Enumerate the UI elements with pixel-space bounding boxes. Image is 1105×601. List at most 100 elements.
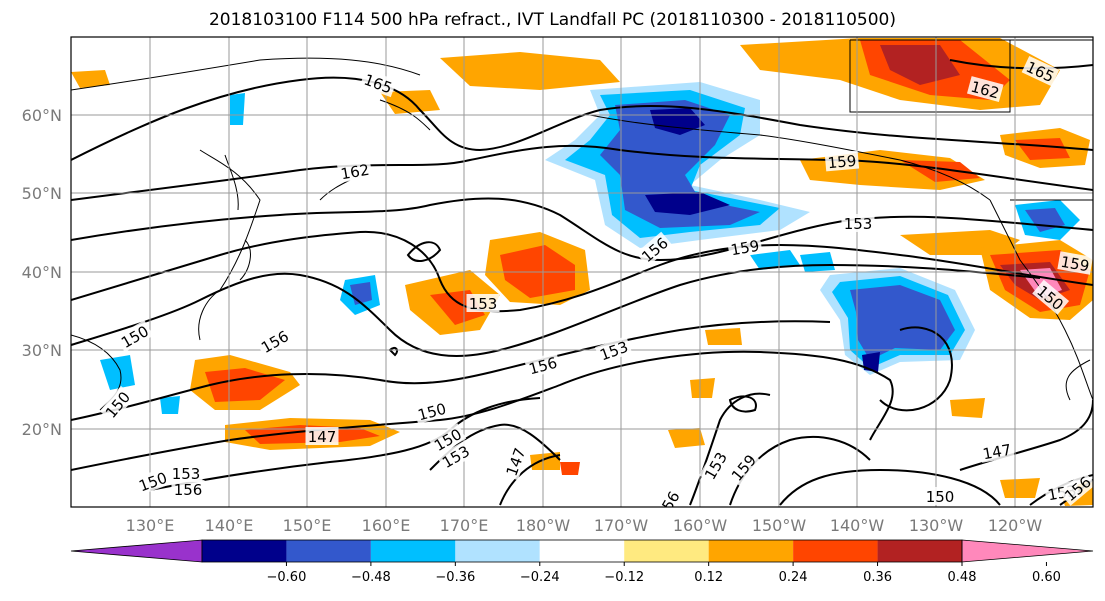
- contour-label-background: [115, 320, 154, 353]
- contour-label-background: [99, 385, 135, 423]
- colorbar-segment: [286, 540, 371, 562]
- contour-label: 147: [305, 427, 339, 446]
- contour-label-background: [824, 150, 860, 172]
- negative-anomaly-patches: [100, 82, 1080, 414]
- colorbar-tick-label: 0.36: [863, 570, 892, 585]
- longitude-label: 150°E: [283, 516, 332, 535]
- colorbar-segment: [539, 540, 625, 562]
- contour-label-background: [413, 398, 451, 424]
- colorbar-tick-label: −0.60: [267, 570, 307, 585]
- contour-label-background: [1058, 470, 1093, 506]
- colorbar-tick-label: −0.12: [604, 570, 644, 585]
- colorbar-segment: [793, 540, 878, 562]
- contour-label-background: [171, 480, 205, 498]
- colorbar-segment: [708, 540, 794, 562]
- contour-label: 147: [979, 439, 1015, 463]
- contour-label-text: 159: [827, 152, 857, 172]
- contour-label-background: [466, 294, 500, 312]
- longitude-labels: 130°E 140°E 150°E 160°E 170°E 180°W 170°W 160°W…: [126, 516, 1043, 535]
- contour-label-background: [134, 466, 172, 496]
- contour-label: 56: [656, 485, 684, 507]
- graticule: [71, 37, 1093, 507]
- colorbar-segment: [455, 540, 540, 562]
- colorbar-tick-label: 0.12: [694, 570, 723, 585]
- longitude-label: 170°W: [594, 516, 649, 535]
- colorbar-tick-label: −0.24: [520, 570, 560, 585]
- contour-label-text: 147: [981, 441, 1012, 464]
- contour-label: 156: [524, 352, 562, 378]
- contour-label-background: [841, 214, 875, 232]
- chart-title: 2018103100 F114 500 hPa refract., IVT La…: [208, 10, 896, 30]
- contour-label-background: [524, 352, 562, 378]
- longitude-label: 140°W: [830, 516, 885, 535]
- map-frame: [70, 36, 1094, 508]
- colorbar-extend-high: [961, 539, 1094, 563]
- contour-label-background: [169, 464, 203, 482]
- contour-label-background: [337, 159, 373, 183]
- contour-label: 150: [923, 487, 957, 506]
- longitude-label: 130°E: [126, 516, 175, 535]
- longitude-label: 160°W: [673, 516, 728, 535]
- contour-label-background: [305, 427, 339, 445]
- contour-label-background: [255, 325, 294, 358]
- contour-label-text: 159: [1059, 253, 1090, 276]
- contour-label-background: [1057, 251, 1093, 275]
- contour-label-background: [923, 487, 957, 505]
- contour-label-background: [966, 76, 1004, 102]
- contour-label-background: [428, 423, 467, 456]
- colorbar-tick-label: 0.60: [1032, 570, 1061, 585]
- contour-label-text: 150: [926, 488, 955, 506]
- contour-label: 153: [169, 464, 203, 483]
- contour-label-background: [656, 485, 684, 507]
- colorbar-tick-label: 0.48: [948, 570, 977, 585]
- longitude-label: 140°E: [205, 516, 254, 535]
- contour-label: 153: [466, 294, 500, 313]
- longitude-label: 170°E: [440, 516, 489, 535]
- height-contours: [71, 59, 1093, 506]
- contour-label-background: [359, 68, 397, 98]
- colorbar-extend-low: [70, 539, 203, 563]
- latitude-label: 60°N: [22, 106, 62, 125]
- contour-label-background: [1021, 55, 1060, 87]
- contour-label-background: [436, 440, 475, 473]
- contour-label-background: [1032, 279, 1070, 315]
- contour-label-text: 156: [174, 481, 203, 499]
- contour-label-text: 153: [844, 215, 873, 233]
- latitude-label: 30°N: [22, 341, 62, 360]
- contour-label-background: [595, 335, 633, 365]
- contour-label: 156: [171, 480, 205, 499]
- longitude-label: 160°E: [362, 516, 411, 535]
- latitude-labels: 60°N 50°N 40°N 30°N 20°N: [22, 106, 62, 439]
- latitude-label: 40°N: [22, 263, 62, 282]
- colorbar-tick-label: −0.48: [351, 570, 391, 585]
- contour-label-text: 147: [308, 428, 337, 446]
- contour-label-background: [979, 439, 1015, 463]
- colorbar-tick-label: 0.24: [779, 570, 808, 585]
- longitude-label: 130°W: [909, 516, 964, 535]
- contour-label: 159: [727, 235, 763, 259]
- contour-label-text: 153: [172, 465, 201, 483]
- latitude-label: 50°N: [22, 184, 62, 203]
- contour-label-background: [727, 235, 763, 259]
- colorbar-segment: [370, 540, 456, 562]
- contour-label: 159: [1057, 251, 1093, 275]
- contour-label-text: 153: [469, 295, 498, 313]
- contour-label-text: 159: [729, 237, 760, 260]
- contour-label-background: [699, 446, 732, 485]
- contour-label: 150: [115, 320, 154, 353]
- colorbar-segment: [202, 540, 287, 562]
- longitude-label: 120°W: [988, 516, 1043, 535]
- colorbar-tick-label: −0.36: [435, 570, 475, 585]
- contour-label-background: [500, 443, 530, 481]
- colorbar-frame: [201, 539, 963, 563]
- contour-label: 153: [841, 214, 875, 233]
- contour-label: 159: [824, 150, 860, 172]
- longitude-label: 180°W: [516, 516, 571, 535]
- colorbar: −0.60 −0.48 −0.36 −0.24 −0.12 0.12 0.24 0.36 0.4…: [70, 539, 1094, 585]
- contour-label: 162: [337, 159, 373, 183]
- colorbar-segment: [877, 540, 962, 562]
- latitude-label: 20°N: [22, 420, 62, 439]
- contour-label-background: [635, 231, 673, 267]
